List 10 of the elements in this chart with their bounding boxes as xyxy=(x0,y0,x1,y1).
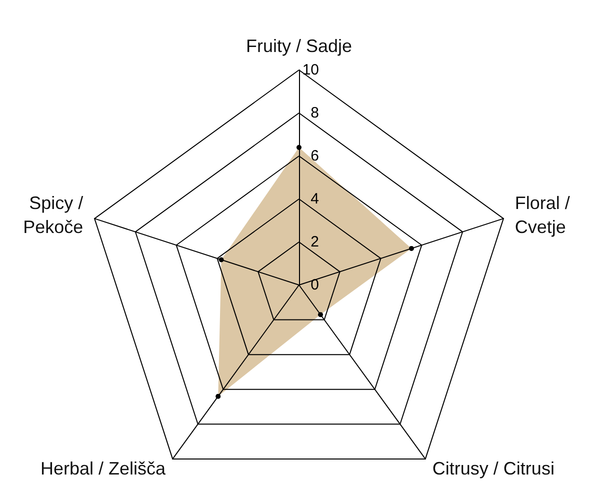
y-tick-label: 2 xyxy=(310,234,319,250)
y-tick-label: 6 xyxy=(310,148,319,164)
spoke-label: Fruity / Sadje xyxy=(246,36,352,56)
spoke-label: Spicy / Pekoče xyxy=(23,192,84,237)
y-tick-label: 8 xyxy=(310,104,319,122)
spoke-label: Floral / Cvetje xyxy=(514,192,570,237)
y-tick-label: 4 xyxy=(310,190,319,208)
spoke-label: Herbal / Zelišča xyxy=(40,458,167,479)
spoke-label: Citrusy / Citrusi xyxy=(432,458,554,479)
y-tick-label: 10 xyxy=(302,62,319,78)
